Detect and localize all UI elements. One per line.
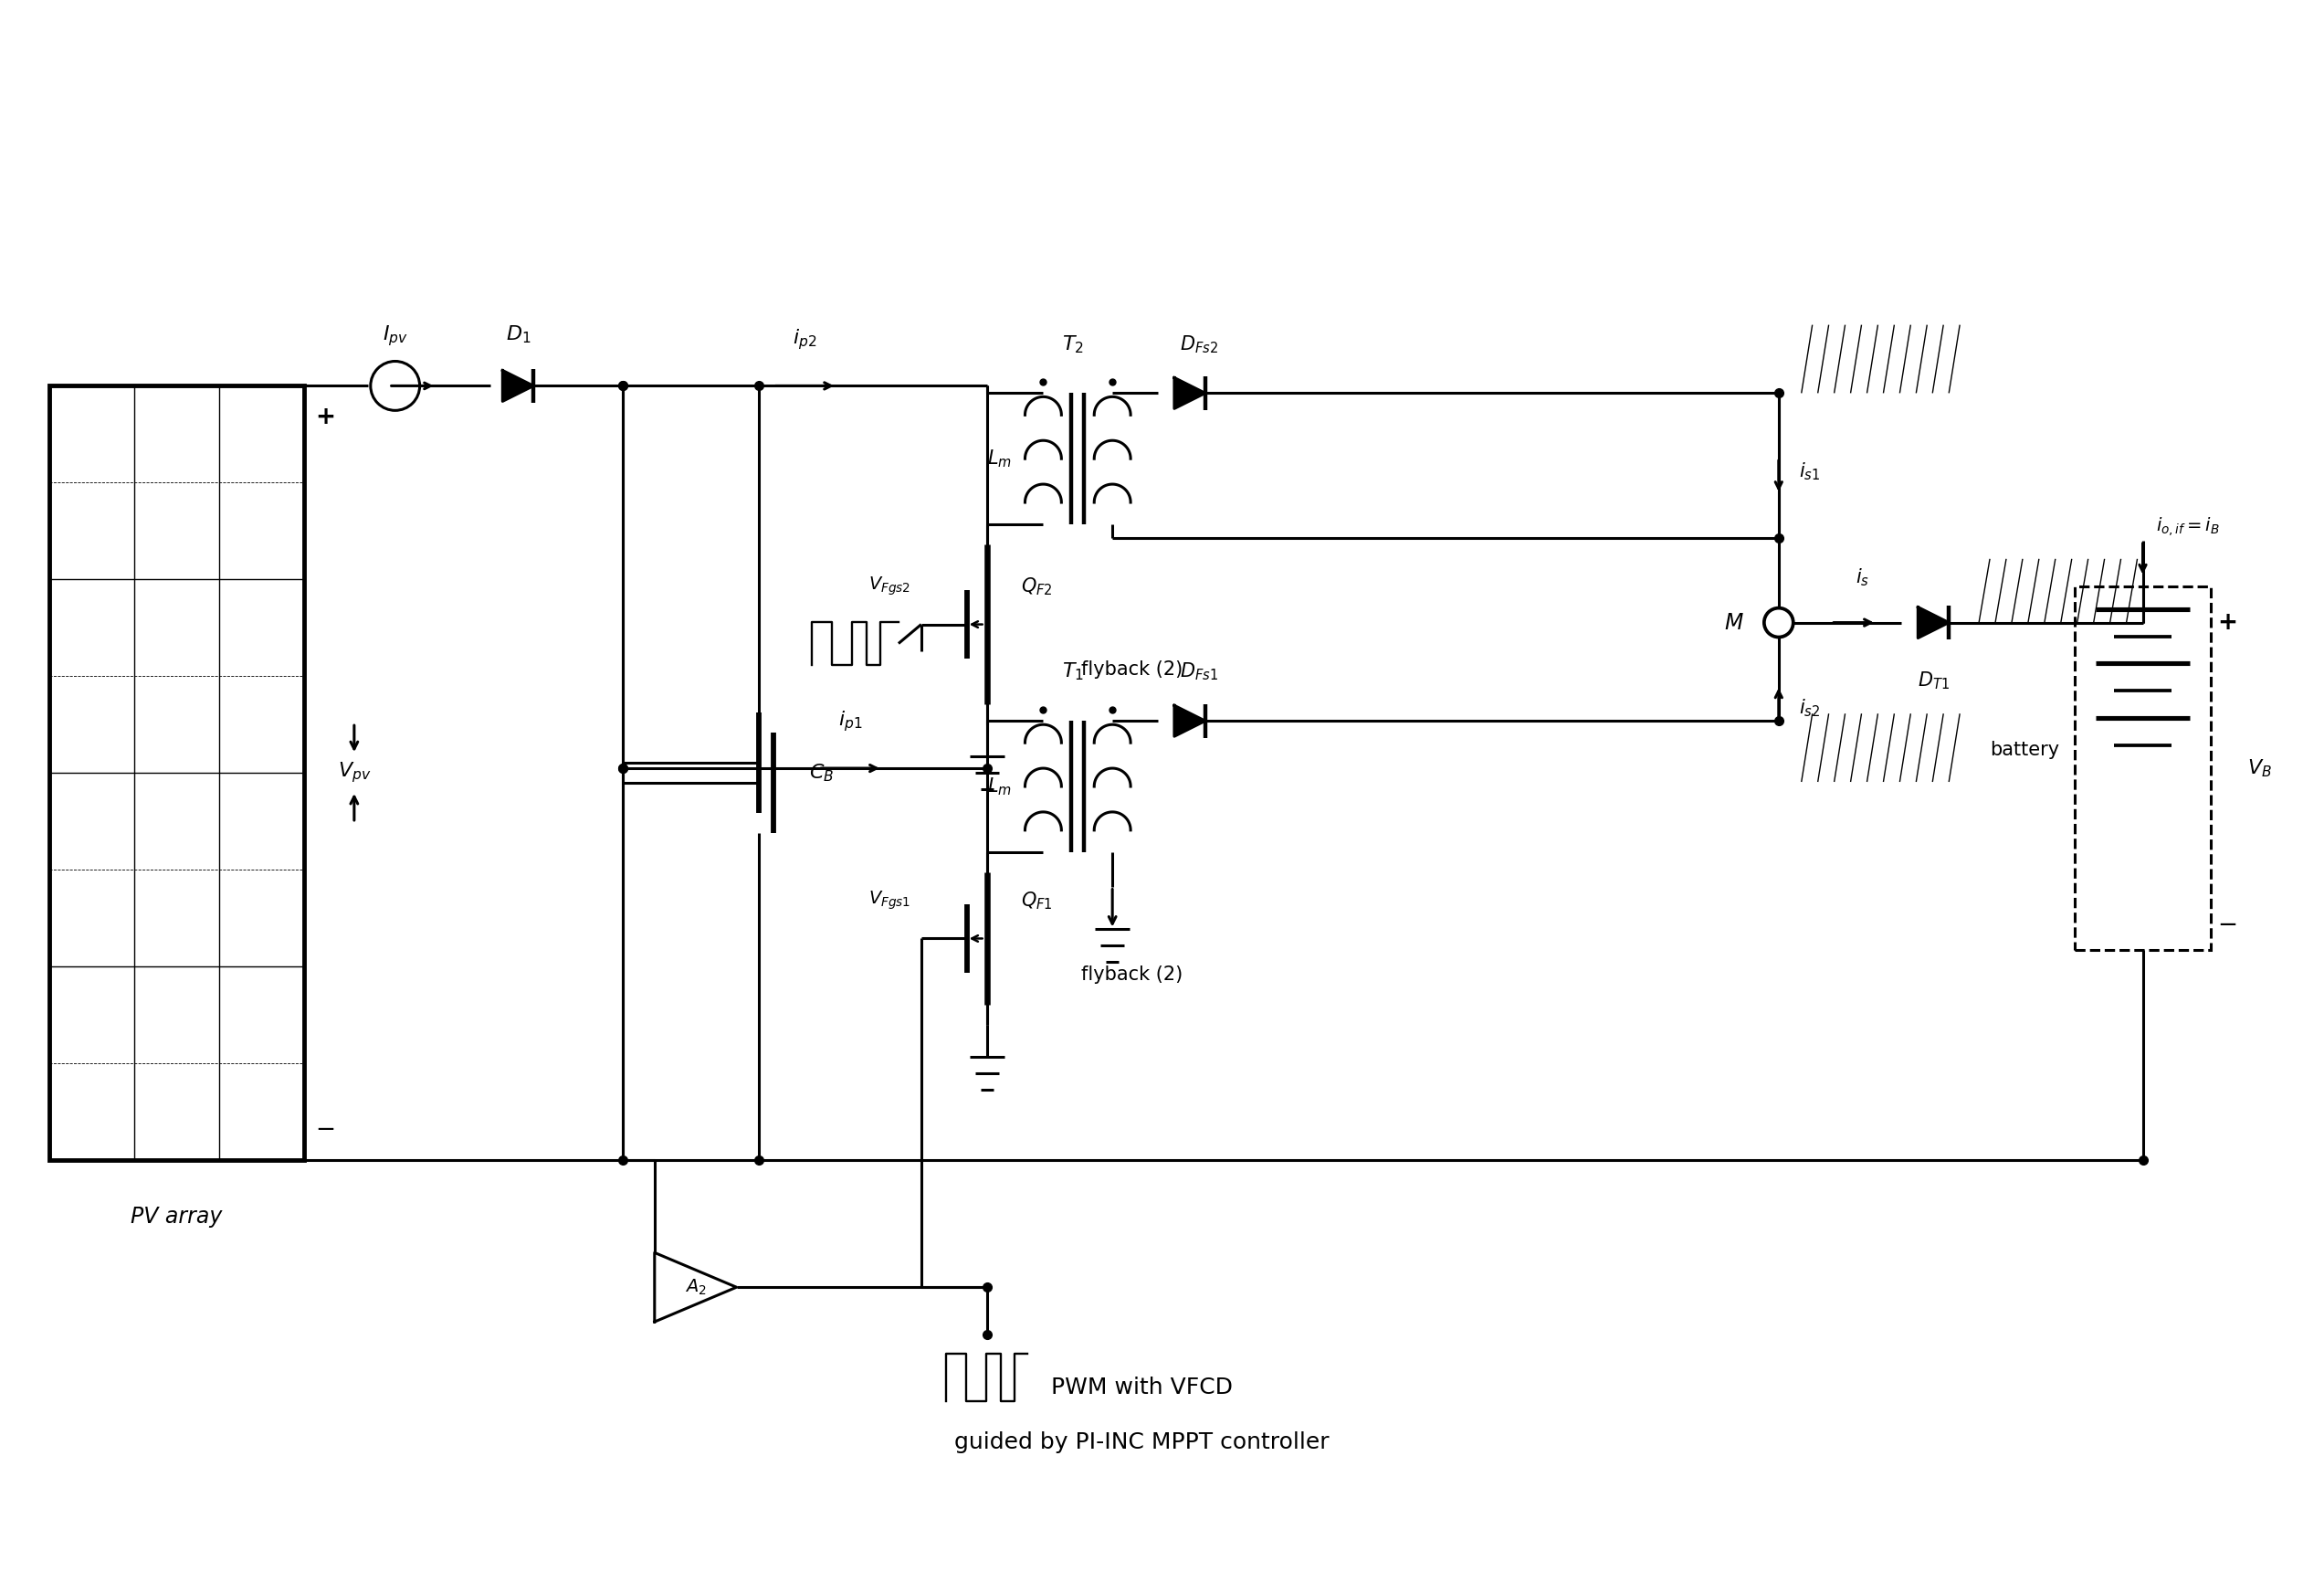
Text: $V_B$: $V_B$ xyxy=(2247,758,2273,780)
Text: $V_{Fgs1}$: $V_{Fgs1}$ xyxy=(867,888,911,912)
Text: $V_{pv}$: $V_{pv}$ xyxy=(337,761,372,784)
Text: $T_1$: $T_1$ xyxy=(1062,662,1085,682)
Text: +: + xyxy=(316,406,335,429)
Polygon shape xyxy=(1174,706,1206,736)
Text: $i_{s2}$: $i_{s2}$ xyxy=(1799,698,1820,718)
Text: $L_m$: $L_m$ xyxy=(988,448,1011,470)
Text: $A_2$: $A_2$ xyxy=(686,1278,706,1297)
Text: $i_s$: $i_s$ xyxy=(1857,566,1871,588)
Text: $C_B$: $C_B$ xyxy=(809,762,834,783)
Text: $Q_{F1}$: $Q_{F1}$ xyxy=(1020,890,1053,912)
Text: PWM with VFCD: PWM with VFCD xyxy=(1050,1377,1232,1399)
Text: guided by PI-INC MPPT controller: guided by PI-INC MPPT controller xyxy=(955,1431,1329,1453)
Text: $I_{pv}$: $I_{pv}$ xyxy=(383,324,407,347)
Text: $i_{p1}$: $i_{p1}$ xyxy=(839,709,862,734)
Text: $L_m$: $L_m$ xyxy=(988,775,1011,797)
Polygon shape xyxy=(655,1253,737,1322)
Circle shape xyxy=(1764,608,1794,637)
Text: $D_1$: $D_1$ xyxy=(504,324,530,344)
Text: $D_{T1}$: $D_{T1}$ xyxy=(1917,670,1950,692)
Text: $i_{o,if}=i_B$: $i_{o,if}=i_B$ xyxy=(2157,516,2219,538)
Text: flyback (2): flyback (2) xyxy=(1081,660,1183,679)
Text: flyback (2): flyback (2) xyxy=(1081,965,1183,984)
Polygon shape xyxy=(1174,377,1206,409)
Text: $T_2$: $T_2$ xyxy=(1062,333,1083,355)
Text: +: + xyxy=(2217,610,2238,635)
Bar xyxy=(49,385,304,1160)
Polygon shape xyxy=(1917,607,1950,638)
Text: battery: battery xyxy=(1989,740,2059,759)
Text: $i_{p2}$: $i_{p2}$ xyxy=(792,327,816,351)
Text: PV array: PV array xyxy=(130,1206,223,1228)
Text: $-$: $-$ xyxy=(316,1116,335,1140)
Circle shape xyxy=(370,362,421,410)
Polygon shape xyxy=(502,371,535,401)
Text: $i_{s1}$: $i_{s1}$ xyxy=(1799,461,1820,483)
Bar xyxy=(2075,586,2210,951)
Text: $-$: $-$ xyxy=(2217,912,2236,935)
Text: $Q_{F2}$: $Q_{F2}$ xyxy=(1020,575,1053,597)
Text: $M$: $M$ xyxy=(1724,612,1743,634)
Text: $D_{Fs2}$: $D_{Fs2}$ xyxy=(1181,333,1218,355)
Text: $V_{Fgs2}$: $V_{Fgs2}$ xyxy=(869,575,911,597)
Text: $D_{Fs1}$: $D_{Fs1}$ xyxy=(1181,662,1218,682)
